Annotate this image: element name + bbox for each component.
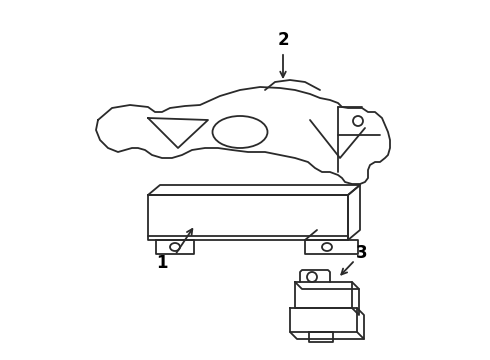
Text: 1: 1 — [156, 254, 168, 272]
Text: 2: 2 — [277, 31, 289, 49]
Text: 3: 3 — [356, 244, 368, 262]
